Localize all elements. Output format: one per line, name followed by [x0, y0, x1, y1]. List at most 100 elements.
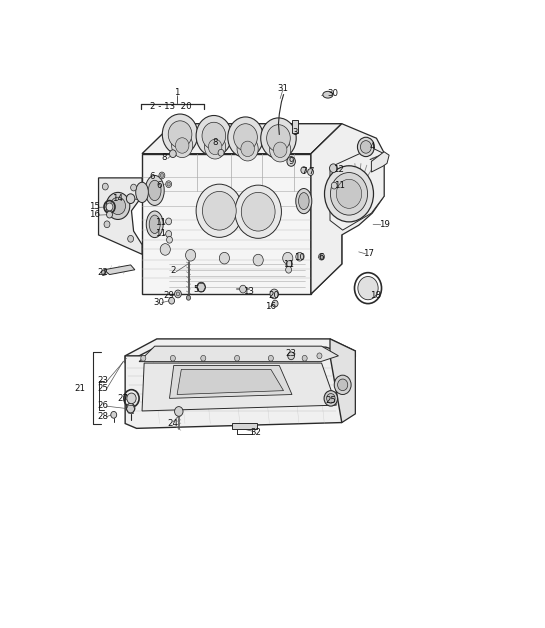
- Text: 23: 23: [97, 376, 108, 386]
- Circle shape: [219, 252, 229, 264]
- Circle shape: [111, 411, 117, 418]
- Circle shape: [274, 142, 287, 158]
- Circle shape: [107, 211, 112, 218]
- Circle shape: [301, 167, 307, 173]
- Circle shape: [186, 295, 191, 300]
- Circle shape: [330, 173, 367, 215]
- Circle shape: [202, 122, 226, 149]
- Circle shape: [126, 194, 135, 203]
- Polygon shape: [232, 423, 257, 430]
- Text: 20: 20: [269, 291, 280, 300]
- Circle shape: [235, 185, 281, 238]
- Circle shape: [320, 255, 323, 259]
- Circle shape: [360, 141, 371, 153]
- Text: 32: 32: [251, 428, 262, 436]
- Ellipse shape: [149, 215, 160, 234]
- Polygon shape: [142, 154, 311, 294]
- Circle shape: [160, 244, 171, 255]
- Text: 30: 30: [154, 298, 165, 306]
- Text: 18: 18: [370, 291, 381, 300]
- Circle shape: [286, 266, 292, 273]
- Polygon shape: [311, 124, 342, 294]
- Circle shape: [171, 355, 175, 361]
- Circle shape: [287, 261, 293, 268]
- Text: 7: 7: [301, 166, 306, 176]
- Circle shape: [324, 166, 373, 222]
- Text: 26: 26: [97, 401, 108, 409]
- Circle shape: [270, 138, 290, 162]
- Circle shape: [104, 221, 110, 228]
- Polygon shape: [104, 265, 135, 274]
- Polygon shape: [177, 369, 283, 394]
- Circle shape: [319, 253, 324, 260]
- Text: 5: 5: [193, 284, 198, 294]
- Circle shape: [167, 182, 171, 186]
- Text: 11: 11: [155, 219, 166, 227]
- Circle shape: [228, 117, 263, 158]
- Circle shape: [336, 180, 362, 208]
- Circle shape: [204, 135, 226, 159]
- Text: 8: 8: [162, 153, 167, 162]
- Circle shape: [169, 150, 176, 158]
- Circle shape: [127, 393, 136, 404]
- Text: 24: 24: [167, 419, 178, 428]
- Circle shape: [234, 355, 240, 361]
- Circle shape: [268, 355, 274, 361]
- Circle shape: [174, 290, 181, 298]
- Circle shape: [166, 230, 172, 237]
- Ellipse shape: [136, 182, 148, 203]
- Text: 25: 25: [325, 396, 336, 405]
- Text: 13: 13: [244, 286, 255, 296]
- Text: 31: 31: [277, 84, 288, 94]
- Text: 15: 15: [89, 202, 100, 212]
- Circle shape: [166, 181, 172, 188]
- Circle shape: [288, 352, 294, 360]
- Circle shape: [162, 114, 198, 154]
- Text: 28: 28: [97, 412, 108, 421]
- Circle shape: [168, 121, 192, 148]
- Polygon shape: [311, 124, 384, 294]
- Circle shape: [172, 133, 193, 158]
- Polygon shape: [169, 365, 292, 398]
- Text: 2: 2: [170, 266, 175, 275]
- Circle shape: [126, 403, 135, 413]
- Circle shape: [208, 139, 222, 154]
- Circle shape: [267, 125, 290, 152]
- Circle shape: [160, 173, 164, 177]
- Text: 4: 4: [370, 143, 375, 151]
- Text: 11: 11: [334, 181, 345, 190]
- Text: 3: 3: [293, 128, 298, 137]
- Circle shape: [196, 184, 243, 237]
- Text: 14: 14: [112, 194, 124, 203]
- Text: 16: 16: [264, 303, 276, 311]
- Ellipse shape: [299, 193, 309, 210]
- Polygon shape: [125, 339, 355, 363]
- Polygon shape: [330, 339, 355, 423]
- Circle shape: [358, 276, 378, 300]
- Polygon shape: [99, 178, 142, 254]
- Text: 6: 6: [319, 252, 324, 262]
- FancyBboxPatch shape: [292, 121, 298, 133]
- Circle shape: [196, 116, 232, 156]
- Text: 25: 25: [97, 384, 108, 393]
- Text: 7: 7: [308, 166, 313, 176]
- Circle shape: [175, 138, 189, 153]
- Text: 12: 12: [333, 165, 344, 174]
- Circle shape: [283, 252, 293, 264]
- Circle shape: [326, 394, 335, 403]
- Circle shape: [185, 249, 196, 261]
- Circle shape: [302, 355, 307, 361]
- Ellipse shape: [148, 180, 161, 200]
- Circle shape: [324, 391, 337, 406]
- Circle shape: [330, 164, 337, 173]
- Text: 8: 8: [213, 138, 218, 146]
- Circle shape: [110, 197, 125, 215]
- Circle shape: [272, 300, 278, 307]
- Polygon shape: [142, 363, 336, 411]
- Text: 16: 16: [89, 210, 100, 219]
- Text: 10: 10: [294, 252, 305, 262]
- Circle shape: [270, 289, 278, 299]
- Text: 6: 6: [156, 181, 162, 190]
- Text: 22: 22: [97, 268, 108, 277]
- Text: 30: 30: [328, 89, 339, 98]
